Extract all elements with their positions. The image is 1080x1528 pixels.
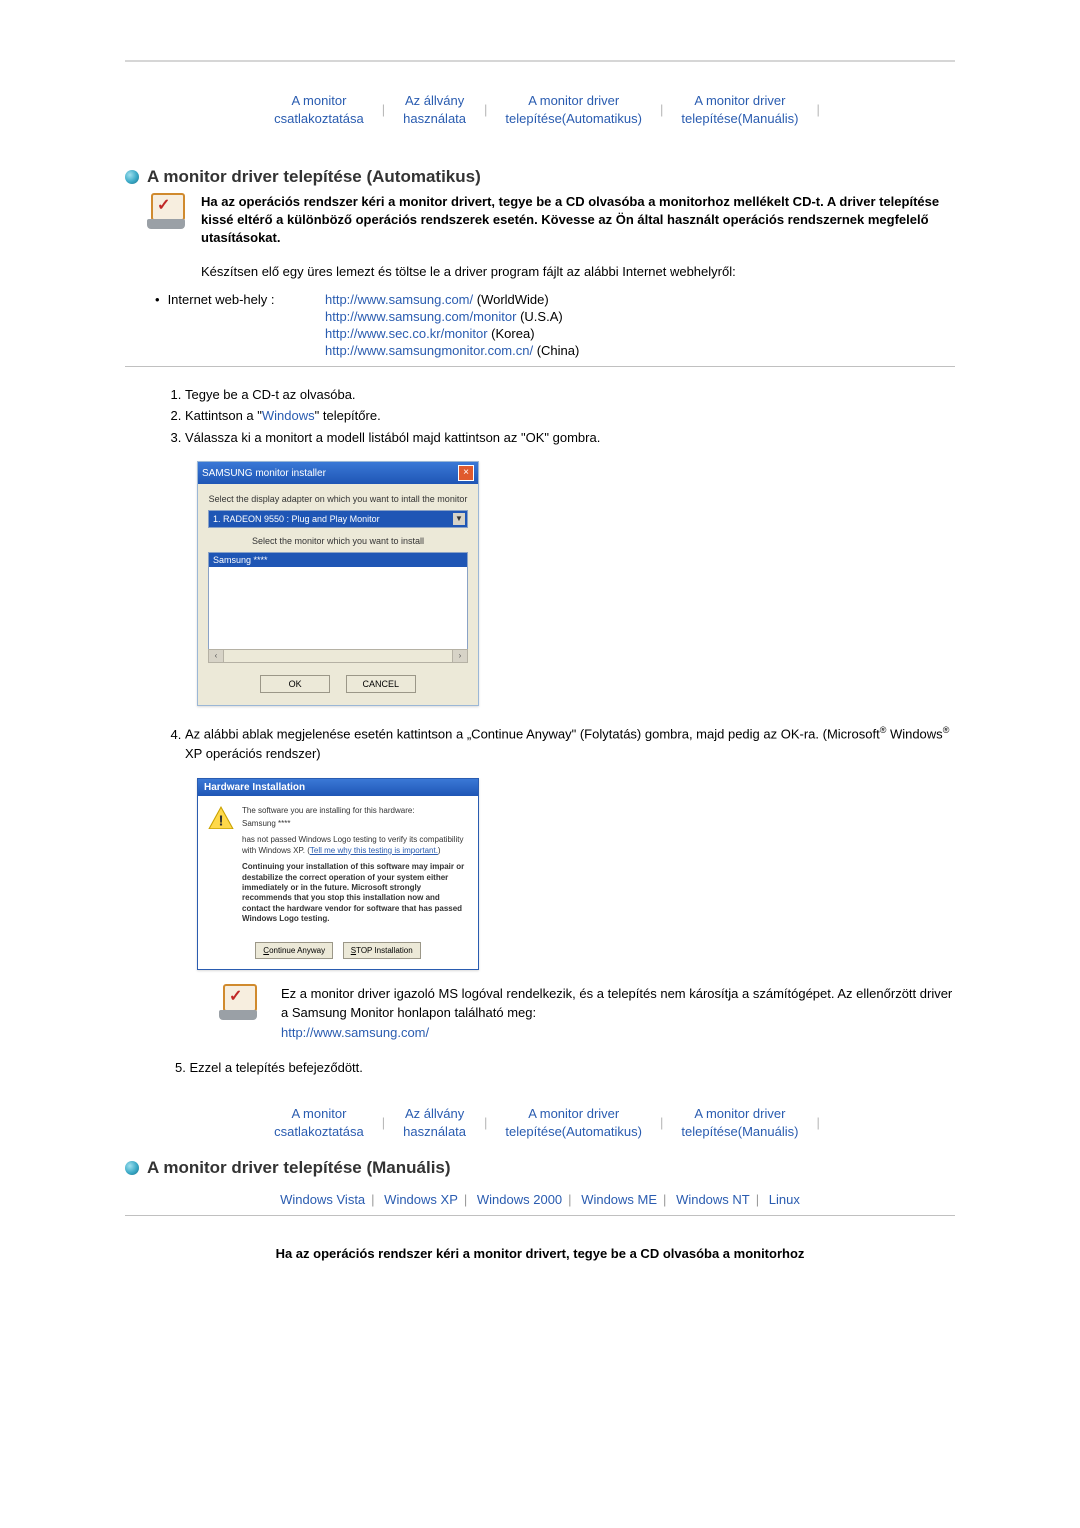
os-2000[interactable]: Windows 2000 [473, 1192, 566, 1207]
os-xp[interactable]: Windows XP [380, 1192, 462, 1207]
installer-dialog: SAMSUNG monitor installer × Select the d… [197, 461, 479, 706]
windows-link[interactable]: Windows [262, 408, 315, 423]
nav-driver-auto-label: A monitor driver telepítése(Automatikus) [505, 93, 642, 126]
nav-stand[interactable]: Az állvány használata [387, 92, 482, 127]
nav-stand-label: Az állvány használata [403, 93, 466, 126]
os-nt[interactable]: Windows NT [672, 1192, 754, 1207]
installer-title: SAMSUNG monitor installer [202, 468, 326, 479]
hw-warn-text: Continuing your installation of this sof… [242, 862, 468, 924]
rule [125, 366, 955, 367]
link-china-suffix: (China) [533, 343, 579, 358]
hw-why-link[interactable]: Tell me why this testing is important. [310, 846, 438, 855]
chevron-down-icon: ▼ [453, 513, 465, 525]
installer-selected-item: Samsung **** [209, 553, 467, 567]
nav-driver-auto[interactable]: A monitor driver telepítése(Automatikus) [489, 1105, 658, 1140]
nav-connect[interactable]: A monitor csatlakoztatása [258, 92, 380, 127]
nav-connect[interactable]: A monitor csatlakoztatása [258, 1105, 380, 1140]
link-china[interactable]: http://www.samsungmonitor.com.cn/ [325, 343, 533, 358]
installer-ok-button[interactable]: OK [260, 675, 330, 693]
section-title-auto: A monitor driver telepítése (Automatikus… [147, 167, 481, 187]
link-korea-suffix: (Korea) [488, 326, 535, 341]
nav-sep: | [658, 1115, 665, 1130]
link-worldwide[interactable]: http://www.samsung.com/ [325, 292, 473, 307]
nav-connect-label: A monitor csatlakoztatása [274, 93, 364, 126]
installer-cancel-button[interactable]: CANCEL [346, 675, 416, 693]
continue-anyway-button[interactable]: Continue Anyway [255, 942, 333, 959]
installer-line1: Select the display adapter on which you … [208, 494, 468, 504]
installer-hscroll[interactable]: ‹ › [208, 649, 468, 663]
stop-installation-button[interactable]: STOP Installation [343, 942, 421, 959]
bullet-icon [125, 170, 139, 184]
installer-line2: Select the monitor which you want to ins… [208, 536, 468, 546]
step-3: Válassza ki a monitort a modell listából… [185, 428, 955, 448]
verify-link[interactable]: http://www.samsung.com/ [281, 1025, 429, 1040]
section-title-manual: A monitor driver telepítése (Manuális) [147, 1158, 451, 1178]
os-me[interactable]: Windows ME [577, 1192, 661, 1207]
nav-connect-label: A monitor csatlakoztatása [274, 1106, 364, 1139]
link-korea[interactable]: http://www.sec.co.kr/monitor [325, 326, 488, 341]
weblinks-list: http://www.samsung.com/ (WorldWide) http… [325, 292, 955, 360]
nav-stand-label: Az állvány használata [403, 1106, 466, 1139]
step-2: Kattintson a "Windows" telepítőre. [185, 406, 955, 426]
scroll-right-icon[interactable]: › [452, 649, 468, 663]
bottom-nav: A monitor csatlakoztatása | Az állvány h… [125, 1105, 955, 1140]
nav-sep: | [658, 102, 665, 117]
svg-text:!: ! [218, 812, 223, 829]
os-linux[interactable]: Linux [765, 1192, 804, 1207]
installer-monitor-list[interactable]: Samsung **** [208, 552, 468, 650]
manual-warning: Ha az operációs rendszer kéri a monitor … [125, 1246, 955, 1261]
nav-driver-manual-label: A monitor driver telepítése(Manuális) [681, 93, 798, 126]
nav-driver-manual[interactable]: A monitor driver telepítése(Manuális) [665, 1105, 814, 1140]
top-nav: A monitor csatlakoztatása | Az állvány h… [125, 92, 955, 127]
nav-sep: | [380, 1115, 387, 1130]
nav-driver-manual-label: A monitor driver telepítése(Manuális) [681, 1106, 798, 1139]
hardware-warning-dialog: Hardware Installation ! The software you… [197, 778, 479, 970]
nav-driver-auto-label: A monitor driver telepítése(Automatikus) [505, 1106, 642, 1139]
scroll-left-icon[interactable]: ‹ [208, 649, 224, 663]
os-list: Windows Vista| Windows XP| Windows 2000|… [125, 1192, 955, 1207]
step-1: Tegye be a CD-t az olvasóba. [185, 385, 955, 405]
os-vista[interactable]: Windows Vista [276, 1192, 369, 1207]
link-usa-suffix: (U.S.A) [516, 309, 562, 324]
monitor-check-icon: ✓ [219, 984, 263, 1024]
link-usa[interactable]: http://www.samsung.com/monitor [325, 309, 516, 324]
installer-combo-text: 1. RADEON 9550 : Plug and Play Monitor [213, 514, 380, 524]
bullet-icon [125, 1161, 139, 1175]
step-4: Az alábbi ablak megjelenése esetén katti… [185, 724, 955, 763]
nav-sep: | [814, 102, 821, 117]
auto-warning-text: Ha az operációs rendszer kéri a monitor … [201, 193, 955, 248]
weblinks-label: Internet web-hely : [155, 292, 325, 360]
monitor-check-icon: ✓ [147, 193, 191, 233]
hw-line2: Samsung **** [242, 819, 468, 829]
nav-sep: | [380, 102, 387, 117]
hw-title: Hardware Installation [198, 779, 478, 796]
nav-driver-auto[interactable]: A monitor driver telepítése(Automatikus) [489, 92, 658, 127]
warning-icon: ! [208, 806, 234, 830]
nav-stand[interactable]: Az állvány használata [387, 1105, 482, 1140]
top-rule [125, 60, 955, 62]
nav-sep: | [814, 1115, 821, 1130]
hw-line3: has not passed Windows Logo testing to v… [242, 835, 468, 856]
nav-sep: | [482, 1115, 489, 1130]
step-5: 5. Ezzel a telepítés befejeződött. [125, 1060, 955, 1075]
nav-driver-manual[interactable]: A monitor driver telepítése(Manuális) [665, 92, 814, 127]
verify-text: Ez a monitor driver igazoló MS logóval r… [281, 984, 955, 1043]
link-worldwide-suffix: (WorldWide) [473, 292, 549, 307]
prep-text: Készítsen elő egy üres lemezt és töltse … [125, 262, 955, 282]
hw-line1: The software you are installing for this… [242, 806, 468, 816]
close-icon[interactable]: × [458, 465, 474, 481]
rule [125, 1215, 955, 1216]
installer-adapter-combo[interactable]: 1. RADEON 9550 : Plug and Play Monitor ▼ [208, 510, 468, 528]
nav-sep: | [482, 102, 489, 117]
